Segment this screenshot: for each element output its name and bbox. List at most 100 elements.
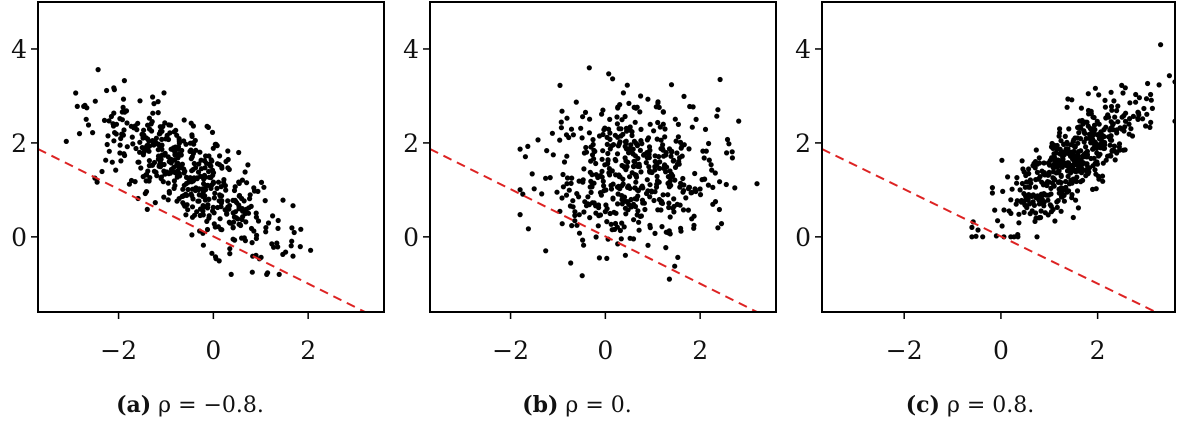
- data-point: [655, 100, 661, 106]
- data-point: [603, 202, 609, 208]
- data-point: [636, 227, 642, 233]
- data-point: [712, 170, 718, 176]
- data-point: [582, 199, 588, 205]
- data-point: [689, 216, 695, 222]
- data-point: [206, 174, 212, 180]
- data-point: [124, 120, 130, 126]
- data-point: [630, 163, 637, 169]
- data-point: [211, 210, 217, 216]
- data-point: [155, 110, 161, 116]
- data-point: [239, 216, 245, 223]
- data-point: [729, 149, 735, 155]
- data-point: [104, 141, 110, 148]
- data-point: [164, 132, 170, 138]
- data-point: [142, 190, 148, 197]
- data-point: [289, 225, 295, 231]
- data-point: [610, 196, 616, 202]
- data-point: [119, 109, 125, 115]
- data-point: [1081, 139, 1087, 145]
- data-point: [581, 209, 587, 215]
- data-point: [593, 234, 599, 240]
- data-point: [647, 194, 653, 200]
- data-point: [662, 134, 668, 140]
- data-point: [1133, 91, 1139, 98]
- data-point: [549, 130, 556, 136]
- data-point: [672, 116, 678, 122]
- data-point: [1008, 210, 1014, 216]
- data-point: [243, 219, 249, 225]
- data-point: [212, 190, 218, 196]
- data-point: [99, 168, 105, 175]
- data-point: [587, 215, 593, 221]
- data-point: [161, 161, 167, 168]
- data-point: [290, 253, 296, 259]
- data-point: [729, 155, 736, 161]
- data-point: [601, 183, 607, 189]
- y-tick-label: 4: [795, 35, 811, 64]
- data-point: [249, 240, 255, 246]
- data-point: [200, 242, 206, 248]
- data-point: [227, 203, 233, 209]
- data-point: [230, 210, 236, 216]
- data-point: [1005, 174, 1011, 180]
- data-point: [1156, 82, 1162, 88]
- data-point: [522, 154, 529, 160]
- data-point: [258, 179, 265, 185]
- data-point: [228, 271, 234, 277]
- data-point: [1084, 119, 1090, 125]
- data-point: [975, 227, 981, 233]
- data-point: [185, 207, 191, 213]
- data-point: [605, 150, 611, 157]
- caption-b: (b) ρ = 0.: [522, 392, 632, 418]
- data-point: [197, 206, 204, 212]
- data-point: [596, 205, 602, 211]
- data-point: [717, 179, 723, 185]
- data-point: [613, 158, 619, 164]
- data-point: [210, 180, 216, 186]
- data-point: [1038, 208, 1044, 214]
- data-point: [203, 153, 209, 159]
- data-point: [216, 198, 222, 204]
- data-point: [573, 99, 579, 105]
- data-point: [202, 165, 208, 171]
- data-point: [606, 71, 612, 77]
- data-point: [1058, 149, 1064, 155]
- data-point: [671, 196, 677, 202]
- data-point: [637, 109, 643, 115]
- data-point: [1096, 176, 1102, 182]
- data-point: [146, 138, 152, 144]
- data-point: [969, 234, 975, 240]
- data-point: [680, 175, 686, 182]
- data-point: [658, 137, 664, 143]
- data-point: [1111, 143, 1118, 149]
- data-point: [168, 122, 174, 128]
- data-point: [189, 214, 196, 220]
- data-point: [1069, 192, 1075, 198]
- data-point: [218, 184, 224, 190]
- data-point: [191, 160, 197, 167]
- data-point: [1141, 105, 1147, 112]
- y-tick-label: 2: [11, 129, 27, 158]
- boundary-line-c: [822, 148, 1157, 312]
- data-point: [113, 167, 119, 173]
- data-point: [189, 154, 195, 160]
- data-point: [717, 76, 723, 83]
- data-point: [570, 198, 576, 204]
- data-point: [1085, 91, 1091, 97]
- data-point: [724, 150, 730, 156]
- data-point: [121, 152, 127, 158]
- data-point: [173, 127, 179, 133]
- data-point: [189, 232, 195, 238]
- data-point: [638, 126, 644, 132]
- data-point: [1035, 176, 1041, 182]
- data-point: [999, 157, 1005, 163]
- data-point: [697, 186, 703, 192]
- data-point: [980, 234, 986, 240]
- data-point: [677, 184, 683, 190]
- data-point: [1096, 92, 1102, 98]
- data-point: [1083, 144, 1089, 150]
- data-point: [580, 114, 586, 120]
- data-point: [182, 168, 188, 174]
- data-point: [288, 243, 294, 249]
- data-point: [600, 107, 606, 113]
